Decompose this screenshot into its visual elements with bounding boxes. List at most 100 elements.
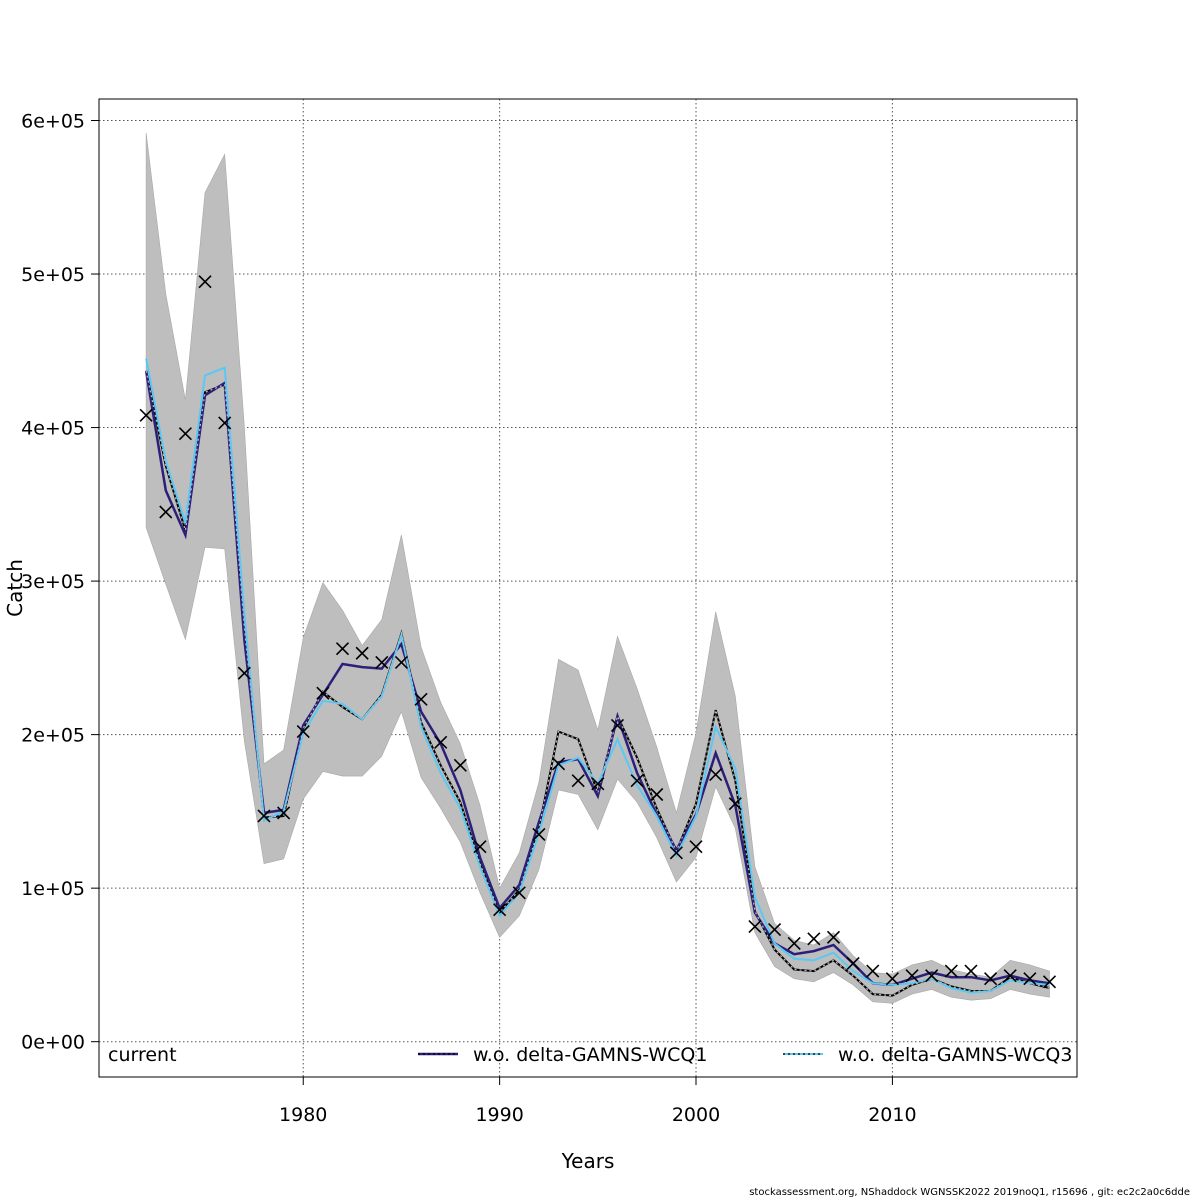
observed-point-stroke	[964, 964, 978, 978]
observed-point	[335, 642, 350, 656]
confidence-band	[145, 132, 1050, 1004]
observed-point	[650, 787, 664, 802]
observed-point-stroke	[630, 774, 644, 788]
observed-point	[669, 846, 683, 860]
observed-point	[453, 758, 467, 772]
y-tick-label: 0e+00	[21, 1032, 85, 1054]
y-tick-label: 6e+05	[21, 110, 85, 132]
observed-point	[198, 275, 212, 289]
observed-point	[257, 809, 271, 823]
observed-point	[728, 797, 742, 811]
observed-point-stroke	[551, 757, 566, 771]
observed-point	[512, 886, 526, 900]
observed-point-stroke	[316, 686, 330, 700]
observed-point	[984, 972, 998, 986]
observed-point	[964, 964, 978, 978]
y-tick-label: 1e+05	[21, 878, 85, 900]
observed-point-stroke	[1003, 969, 1017, 983]
observed-point-stroke	[650, 787, 664, 802]
observed-point-stroke	[984, 972, 998, 986]
observed-point	[375, 655, 389, 670]
observed-point	[434, 735, 448, 749]
series-line-current	[145, 370, 1050, 997]
observed-point	[277, 806, 291, 820]
observed-point-stroke	[885, 972, 899, 986]
axes: 0e+00 1e+05 2e+05 3e+05 4e+05 5e+05 6e+05 1980 1…	[21, 110, 916, 1126]
observed-point-stroke	[532, 827, 546, 841]
observed-point-stroke	[826, 930, 841, 944]
observed-point	[768, 923, 782, 937]
observed-point-stroke	[591, 777, 605, 791]
observed-point-stroke	[1023, 972, 1037, 986]
legend: current w.o. delta-GAMNS-WCQ1 w.o. delta-G…	[108, 1044, 1072, 1066]
observed-point	[826, 930, 841, 944]
observed-point	[218, 416, 232, 430]
observed-point	[551, 757, 566, 771]
observed-point	[846, 956, 860, 970]
observed-point	[610, 718, 625, 732]
observed-point-stroke	[218, 416, 232, 430]
observed-point-stroke	[905, 969, 919, 983]
observed-point-stroke	[571, 774, 585, 788]
legend-label-wcq1: w.o. delta-GAMNS-WCQ1	[473, 1044, 707, 1066]
observed-point-stroke	[237, 666, 251, 680]
observed-point	[316, 686, 330, 700]
observed-point-stroke	[493, 903, 507, 917]
observed-point-stroke	[768, 923, 782, 937]
footer-credit: stockassessment.org, NShaddock WGNSSK202…	[749, 1187, 1190, 1198]
observed-point-stroke	[394, 655, 408, 670]
observed-point	[709, 767, 723, 782]
observed-point-stroke	[453, 758, 467, 772]
observed-point	[591, 777, 605, 791]
observed-point	[493, 903, 507, 917]
observed-point	[1042, 975, 1057, 989]
confidence-band-layer	[145, 132, 1050, 1004]
legend-label-current: current	[108, 1044, 177, 1066]
observed-point-stroke	[473, 840, 487, 854]
observed-point-stroke	[807, 932, 821, 946]
observed-point	[394, 655, 408, 670]
observed-point	[1003, 969, 1017, 983]
legend-label-wcq3: w.o. delta-GAMNS-WCQ3	[838, 1044, 1072, 1066]
observed-point-stroke	[709, 767, 723, 782]
series-line-current-dotted	[145, 370, 1050, 997]
y-tick-label: 2e+05	[21, 725, 85, 747]
observed-point	[944, 964, 958, 978]
observed-point	[414, 692, 428, 706]
series-lines-layer	[144, 358, 1050, 997]
observed-point-stroke	[414, 692, 428, 706]
observed-point	[237, 666, 251, 680]
observed-point-stroke	[944, 964, 958, 978]
observed-point	[159, 505, 173, 519]
observed-point	[1023, 972, 1037, 986]
observed-point-stroke	[159, 505, 173, 519]
observed-point	[787, 936, 801, 950]
observed-point-stroke	[925, 969, 939, 983]
x-tick-label: 1980	[279, 1104, 327, 1126]
observed-point	[689, 840, 703, 854]
observed-point-stroke	[866, 964, 880, 978]
observed-point	[807, 932, 821, 946]
observed-point	[630, 774, 644, 788]
observed-point-stroke	[669, 846, 683, 860]
observed-point-stroke	[178, 427, 192, 441]
observed-point	[748, 919, 762, 934]
observed-point-stroke	[355, 646, 369, 660]
observed-point-stroke	[257, 809, 271, 823]
observed-point	[296, 724, 310, 739]
observed-point	[571, 774, 585, 788]
observed-point-stroke	[198, 275, 212, 289]
observed-point	[178, 427, 192, 441]
observed-point	[532, 827, 546, 841]
observed-point-stroke	[689, 840, 703, 854]
observed-point-stroke	[277, 806, 291, 820]
x-tick-label: 2000	[672, 1104, 720, 1126]
observed-point	[473, 840, 487, 854]
observed-points-layer	[139, 275, 1057, 989]
observed-point	[355, 646, 369, 660]
plot-frame	[98, 98, 1078, 1078]
series-line-wcq3	[145, 358, 1050, 994]
observed-point-stroke	[335, 642, 350, 656]
observed-point	[885, 972, 899, 986]
observed-point	[139, 408, 153, 422]
